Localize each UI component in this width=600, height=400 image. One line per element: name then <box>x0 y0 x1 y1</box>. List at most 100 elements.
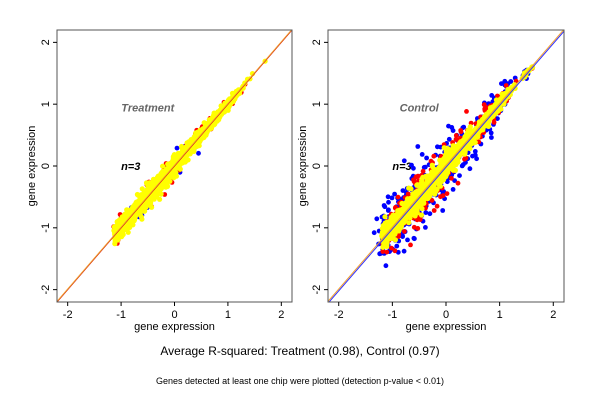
y-tick-label: 0 <box>40 163 52 169</box>
point-blue <box>421 165 427 170</box>
point-blue <box>389 195 395 201</box>
point-red <box>411 179 417 184</box>
point-red <box>384 249 390 255</box>
point-blue <box>409 162 414 168</box>
point-red <box>464 109 469 114</box>
point-yellow <box>160 163 166 169</box>
reference-line-identity-orange <box>328 30 564 302</box>
point-red <box>420 168 426 174</box>
x-tick-label: -1 <box>116 309 126 321</box>
point-yellow <box>406 185 412 191</box>
point-red <box>503 83 509 88</box>
point-yellow <box>406 200 413 207</box>
point-blue <box>371 230 377 236</box>
point-blue <box>383 263 389 269</box>
point-red <box>444 191 450 197</box>
point-yellow <box>384 243 390 249</box>
point-red <box>482 106 488 112</box>
point-yellow <box>419 183 426 190</box>
point-blue <box>385 194 391 200</box>
point-blue <box>450 128 456 134</box>
point-blue <box>450 187 456 192</box>
point-red <box>395 194 401 200</box>
panel-title: Control <box>400 102 440 114</box>
y-tick-label: -2 <box>311 285 323 295</box>
y-tick-label: -1 <box>40 223 52 233</box>
y-tick-label: 2 <box>311 39 323 45</box>
point-blue <box>386 199 391 205</box>
point-blue <box>385 208 391 213</box>
point-yellow <box>443 171 449 178</box>
point-red <box>392 248 398 254</box>
x-tick-label: 0 <box>171 309 177 321</box>
x-tick-label: 0 <box>443 309 449 321</box>
sample-size-label: n=3 <box>121 161 140 173</box>
point-red <box>408 242 413 248</box>
point-blue <box>415 144 421 149</box>
point-red <box>455 180 461 186</box>
point-yellow <box>429 164 436 170</box>
y-tick-label: -1 <box>311 223 323 233</box>
point-yellow <box>448 154 454 161</box>
y-tick-label: 0 <box>311 163 323 169</box>
point-blue <box>472 152 478 158</box>
point-yellow <box>225 102 231 109</box>
x-tick-label: 2 <box>278 309 284 321</box>
point-red <box>402 229 407 234</box>
y-tick-label: 2 <box>40 39 52 45</box>
point-blue <box>392 191 397 197</box>
point-yellow <box>139 216 145 222</box>
point-red <box>481 102 487 108</box>
point-blue <box>374 216 380 222</box>
point-blue <box>400 188 406 194</box>
y-axis-label: gene expression <box>26 126 38 207</box>
point-blue <box>401 248 407 254</box>
point-yellow <box>419 205 425 212</box>
point-yellow <box>417 189 424 196</box>
reference-line-identity-orange <box>57 30 292 302</box>
point-red <box>438 194 443 200</box>
point-yellow <box>159 169 166 176</box>
y-tick-label: 1 <box>311 101 323 107</box>
sample-size-label: n=3 <box>392 161 411 173</box>
point-blue <box>423 225 428 230</box>
point-yellow <box>392 237 398 243</box>
point-blue <box>401 158 407 164</box>
point-red <box>495 93 500 99</box>
point-blue <box>467 166 473 172</box>
point-red <box>449 175 454 181</box>
point-blue <box>440 208 446 213</box>
point-blue <box>446 136 452 142</box>
point-blue <box>196 150 201 156</box>
point-yellow <box>139 186 145 192</box>
point-yellow <box>120 220 127 227</box>
point-yellow <box>465 127 472 134</box>
point-blue <box>424 155 429 161</box>
point-blue <box>394 243 400 249</box>
point-blue <box>427 211 433 217</box>
point-yellow <box>454 159 461 165</box>
point-blue <box>444 179 450 185</box>
y-tick-label: -2 <box>40 285 52 295</box>
point-red <box>380 249 386 254</box>
plot-area: n=3 <box>328 30 564 302</box>
point-yellow <box>145 182 151 188</box>
point-red <box>458 129 464 135</box>
point-red <box>431 208 437 213</box>
point-red <box>429 198 435 203</box>
point-blue <box>472 149 478 154</box>
scatter-panel-treatment: -2 -1 0 1 2 -2 -1 0 1 2 gene expression gene expres… <box>26 29 293 333</box>
point-red <box>463 155 469 161</box>
point-yellow <box>406 220 412 226</box>
x-axis-label: gene expression <box>406 321 487 333</box>
x-tick-label: -1 <box>387 309 397 321</box>
point-yellow <box>455 145 462 152</box>
figure-footnote: Genes detected at least one chip were pl… <box>156 376 444 386</box>
point-red <box>411 224 417 230</box>
x-tick-label: -2 <box>334 309 344 321</box>
panel-title: Treatment <box>121 102 175 114</box>
point-yellow <box>472 139 478 145</box>
x-tick-label: 2 <box>550 309 556 321</box>
point-yellow <box>156 181 163 188</box>
point-red <box>434 203 440 209</box>
